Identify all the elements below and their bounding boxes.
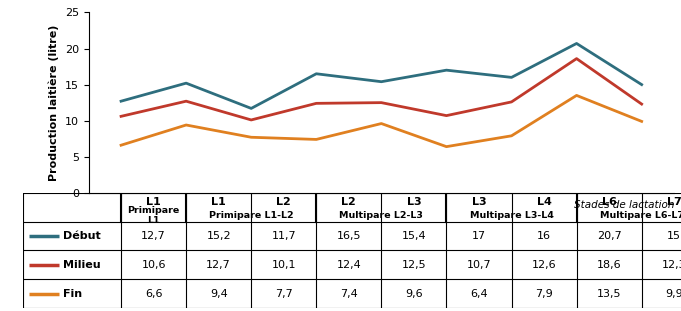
- Text: L1: L1: [146, 197, 161, 207]
- Text: L3: L3: [407, 197, 422, 207]
- Text: Multipare L3-L4: Multipare L3-L4: [470, 211, 554, 220]
- Text: 6,4: 6,4: [470, 289, 488, 299]
- Text: 16: 16: [537, 231, 551, 241]
- Text: 9,9: 9,9: [665, 289, 681, 299]
- Text: Début: Début: [63, 231, 100, 241]
- Text: L4: L4: [537, 197, 552, 207]
- Text: 15: 15: [667, 231, 681, 241]
- Text: 7,9: 7,9: [535, 289, 553, 299]
- Text: 12,5: 12,5: [402, 260, 426, 270]
- Text: L1: L1: [211, 197, 226, 207]
- Text: L6: L6: [602, 197, 616, 207]
- Text: 6,6: 6,6: [145, 289, 162, 299]
- Text: 7,4: 7,4: [340, 289, 358, 299]
- Text: 12,4: 12,4: [336, 260, 361, 270]
- Text: 15,2: 15,2: [206, 231, 231, 241]
- Text: 9,4: 9,4: [210, 289, 227, 299]
- Text: 13,5: 13,5: [597, 289, 621, 299]
- Text: Multipare L6-L7: Multipare L6-L7: [600, 211, 681, 220]
- Text: 15,4: 15,4: [402, 231, 426, 241]
- Text: L2: L2: [341, 197, 356, 207]
- Text: L3: L3: [472, 197, 486, 207]
- Text: Fin: Fin: [63, 289, 82, 299]
- Text: L7: L7: [667, 197, 681, 207]
- Y-axis label: Production laitière (litre): Production laitière (litre): [48, 25, 59, 181]
- Text: 12,6: 12,6: [532, 260, 556, 270]
- Text: 18,6: 18,6: [597, 260, 622, 270]
- Text: 17: 17: [472, 231, 486, 241]
- Text: 12,7: 12,7: [141, 231, 166, 241]
- Text: 9,6: 9,6: [405, 289, 423, 299]
- Text: 10,6: 10,6: [142, 260, 166, 270]
- Text: 16,5: 16,5: [336, 231, 361, 241]
- Text: 10,7: 10,7: [466, 260, 491, 270]
- Text: Primipare L1-L2: Primipare L1-L2: [209, 211, 294, 220]
- Text: Multipare L2-L3: Multipare L2-L3: [339, 211, 424, 220]
- Text: 20,7: 20,7: [597, 231, 622, 241]
- Text: 12,7: 12,7: [206, 260, 231, 270]
- Text: L2: L2: [276, 197, 291, 207]
- Text: 7,7: 7,7: [275, 289, 293, 299]
- Text: 12,3: 12,3: [662, 260, 681, 270]
- Text: Milieu: Milieu: [63, 260, 100, 270]
- Text: Stades de lactation: Stades de lactation: [573, 200, 674, 210]
- Text: Primipare
L1: Primipare L1: [127, 206, 180, 225]
- Text: 11,7: 11,7: [272, 231, 296, 241]
- Text: 10,1: 10,1: [272, 260, 296, 270]
